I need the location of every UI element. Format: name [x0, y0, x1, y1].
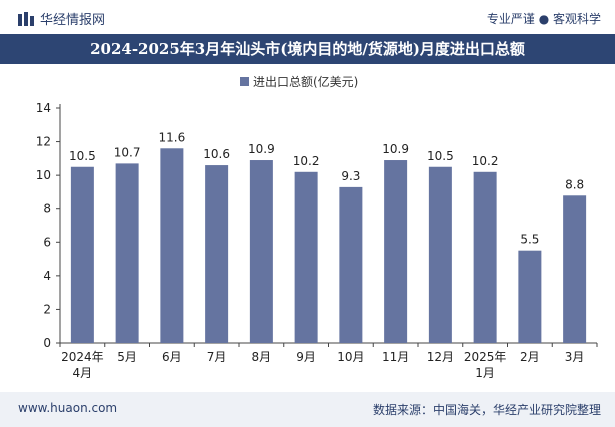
bar[interactable] [205, 165, 229, 343]
bar-value-label: 10.7 [114, 145, 141, 159]
legend-swatch [240, 77, 249, 86]
bar-value-label: 10.2 [293, 154, 320, 168]
bar[interactable] [339, 186, 363, 343]
brand[interactable]: 华经情报网 [18, 9, 105, 28]
tagline: 专业严谨 ● 客观科学 [486, 12, 601, 26]
bar[interactable] [473, 171, 497, 343]
bar[interactable] [160, 148, 184, 343]
bar[interactable] [428, 166, 452, 343]
y-tick-label: 4 [43, 269, 51, 283]
footer-website-link[interactable]: www.huaon.com [18, 401, 118, 415]
y-tick-label: 10 [36, 168, 51, 182]
bar-value-label: 11.6 [159, 130, 186, 144]
y-tick-label: 12 [36, 135, 51, 149]
bar[interactable] [115, 163, 139, 343]
x-tick-label: 6月 [162, 350, 182, 364]
bar[interactable] [518, 250, 542, 343]
x-tick-label: 9月 [296, 350, 316, 364]
bar-value-label: 8.8 [565, 177, 584, 191]
y-tick-label: 14 [36, 101, 51, 115]
chart-area: 进出口总额(亿美元) 0 2 4 6 8 10 12 14 10.5 10.7 11.6 10.6 1… [0, 64, 615, 389]
footer-source: 数据来源：中国海关，华经产业研究院整理 [372, 403, 601, 417]
legend-label: 进出口总额(亿美元) [253, 74, 358, 89]
x-tick-label: 2024年 [61, 350, 104, 364]
x-tick-labels: 2024年 4月 5月 6月 7月 8月 9月 10月 11月 12月 2025年 1月 2月 3月 [59, 343, 598, 380]
chart-title: 2024-2025年3月年汕头市(境内目的地/货源地)月度进出口总额 [90, 40, 525, 58]
x-tick-label: 10月 [337, 350, 364, 364]
bar[interactable] [70, 166, 94, 343]
bar[interactable] [294, 171, 318, 343]
x-tick-label: 2025年 [464, 350, 507, 364]
bar[interactable] [384, 160, 408, 343]
y-tick-label: 6 [43, 235, 51, 249]
x-tick-label: 2月 [520, 350, 540, 364]
brand-logo-icon [18, 11, 34, 26]
bar-value-label: 10.9 [248, 142, 275, 156]
top-bar: 华经情报网 专业严谨 ● 客观科学 [0, 0, 615, 34]
x-tick-label: 11月 [382, 350, 409, 364]
x-tick-label: 3月 [565, 350, 585, 364]
y-tick-label: 2 [43, 302, 51, 316]
bar[interactable] [563, 195, 587, 343]
x-tick-label: 4月 [73, 366, 93, 380]
bar-value-label: 10.5 [69, 149, 96, 163]
x-tick-label: 7月 [207, 350, 227, 364]
bar-value-label: 10.6 [203, 147, 230, 161]
bar-value-label: 10.5 [427, 149, 454, 163]
bar[interactable] [249, 160, 273, 343]
y-tick-label: 8 [43, 202, 51, 216]
value-labels: 10.5 10.7 11.6 10.6 10.9 10.2 9.3 10.9 10.5 10.2 5… [69, 130, 584, 246]
x-tick-label: 8月 [252, 350, 272, 364]
footer: www.huaon.com 数据来源：中国海关，华经产业研究院整理 [0, 392, 615, 427]
legend: 进出口总额(亿美元) [240, 74, 358, 89]
bar-value-label: 10.2 [472, 154, 499, 168]
title-bar: 2024-2025年3月年汕头市(境内目的地/货源地)月度进出口总额 [0, 34, 615, 64]
y-tick-label: 0 [43, 336, 51, 350]
bar-value-label: 10.9 [382, 142, 409, 156]
bar-value-label: 5.5 [520, 233, 539, 247]
x-tick-label: 1月 [475, 366, 495, 380]
x-tick-label: 5月 [117, 350, 137, 364]
x-tick-label: 12月 [427, 350, 454, 364]
bar-value-label: 9.3 [341, 169, 360, 183]
bars [70, 148, 587, 343]
brand-name: 华经情报网 [40, 13, 106, 28]
